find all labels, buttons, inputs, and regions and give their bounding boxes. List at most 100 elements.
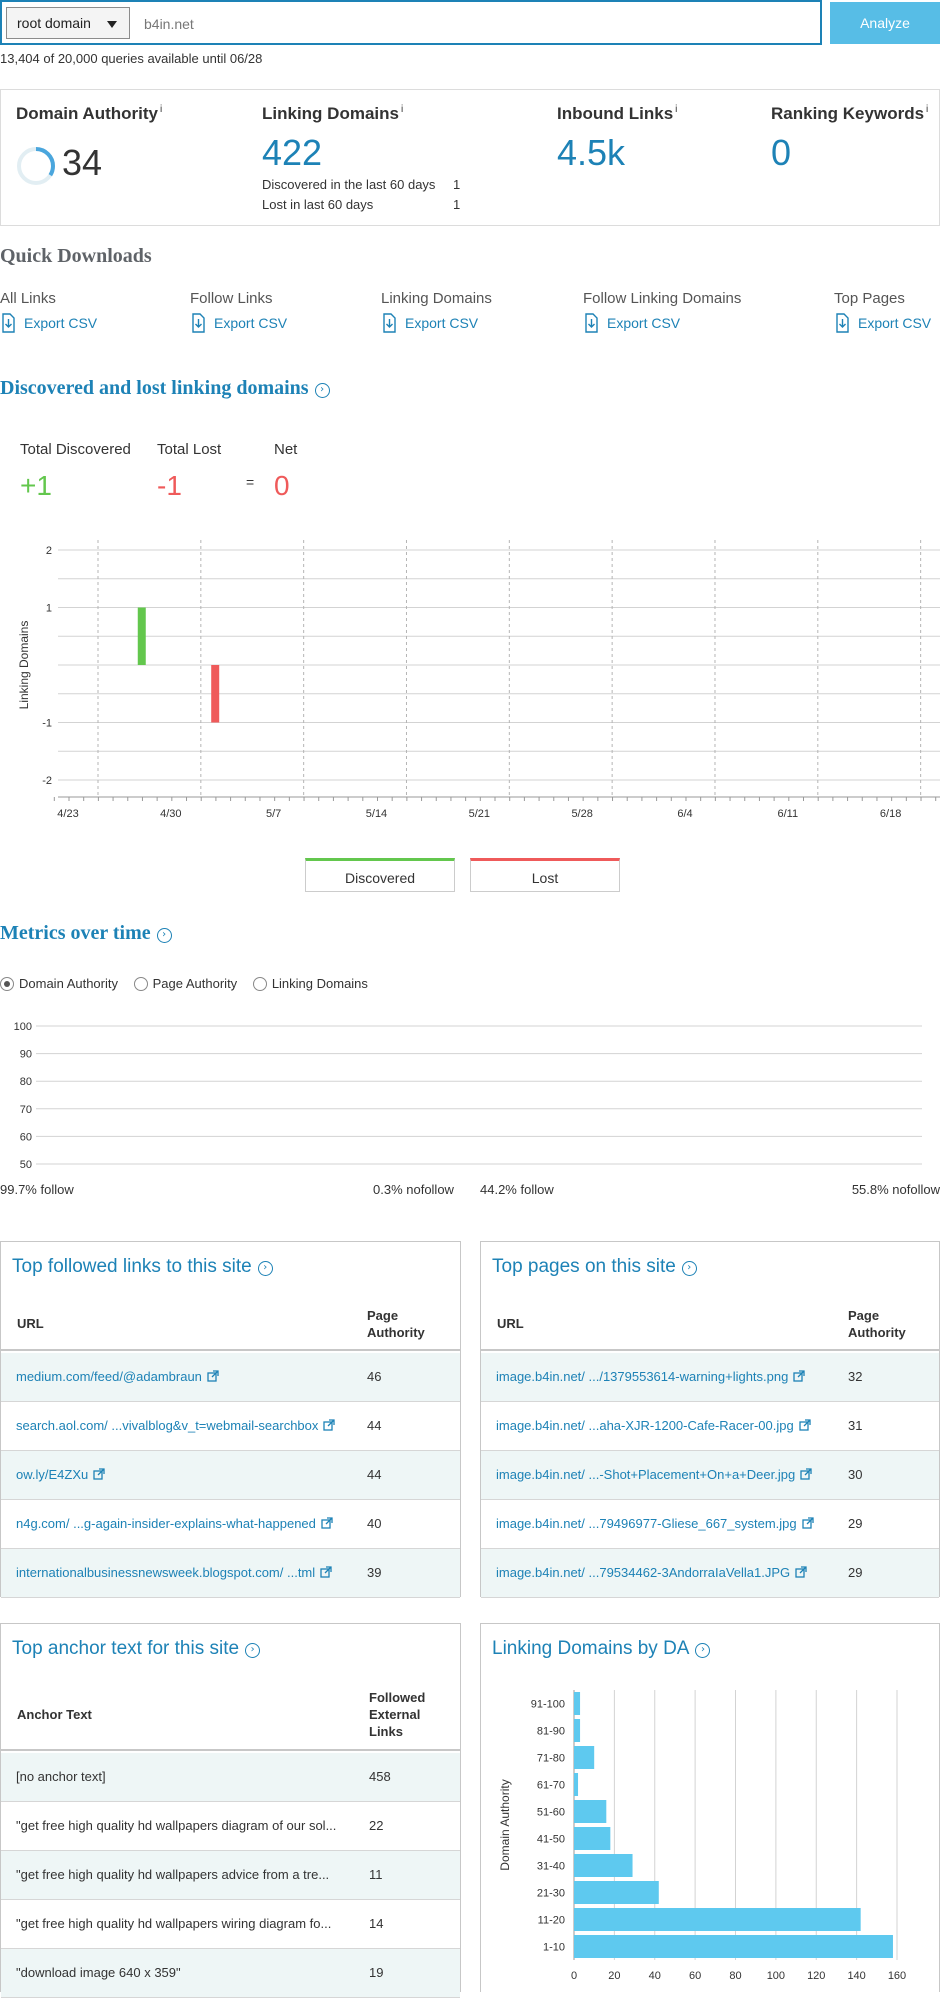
chevron-right-circle-icon: ›	[245, 1643, 261, 1658]
x-tick-label: 5/7	[266, 808, 281, 820]
value-cell: 46	[367, 1369, 382, 1384]
export-csv-label: Export CSV	[405, 315, 479, 331]
legend-discovered[interactable]: Discovered	[305, 858, 455, 892]
legend-lost[interactable]: Lost	[470, 858, 620, 892]
export-csv-link[interactable]: Export CSV	[190, 313, 287, 333]
top-followed-links-title[interactable]: Top followed links to this site ›	[12, 1256, 273, 1278]
export-csv-link[interactable]: Export CSV	[834, 313, 931, 333]
discovered-lost-title-text: Discovered and lost linking domains	[0, 377, 309, 399]
x-tick-label: 6/11	[778, 808, 799, 820]
url-link[interactable]: image.b4in.net/ ...79496977-Gliese_667_s…	[496, 1516, 814, 1532]
y-tick-label: 50	[20, 1159, 32, 1170]
col-anchor-text: Anchor Text	[17, 1707, 92, 1722]
anchor-text-cell: "download image 640 x 359"	[16, 1965, 181, 1980]
lost-60-value[interactable]: 1	[453, 197, 461, 212]
url-link[interactable]: image.b4in.net/ ...-Shot+Placement+On+a+…	[496, 1467, 812, 1483]
url-link[interactable]: search.aol.com/ ...vivalblog&v_t=webmail…	[16, 1418, 336, 1434]
analyze-button[interactable]: Analyze	[830, 2, 940, 44]
url-link[interactable]: image.b4in.net/ ...79534462-3AndorraIaVe…	[496, 1565, 807, 1581]
ranking-keywords-metric: Ranking Keywords i 0	[771, 104, 928, 174]
x-tick-label: 0	[571, 1970, 577, 1982]
category-label: 61-70	[537, 1780, 565, 1792]
export-csv-label: Export CSV	[858, 315, 932, 331]
radio-domain-authority[interactable]: Domain Authority	[0, 976, 118, 991]
info-icon[interactable]: i	[675, 104, 678, 116]
category-label: 31-40	[537, 1861, 565, 1873]
da-bar	[574, 1746, 595, 1769]
export-csv-link[interactable]: Export CSV	[583, 313, 741, 333]
radio-linking-domains[interactable]: Linking Domains	[252, 976, 368, 991]
url-link[interactable]: ow.ly/E4ZXu	[16, 1467, 105, 1483]
scope-select[interactable]: root domain	[6, 7, 130, 39]
inbound-links-metric: Inbound Links i 4.5k	[557, 104, 677, 174]
y-tick-label: 1	[46, 603, 52, 615]
metrics-over-time-title[interactable]: Metrics over time ›	[0, 922, 172, 945]
total-lost-label: Total Lost	[157, 441, 222, 458]
category-label: 41-50	[537, 1834, 565, 1846]
cell-text: "get free high quality hd wallpapers adv…	[16, 1867, 330, 1882]
value-cell: 40	[367, 1516, 382, 1531]
url-link[interactable]: n4g.com/ ...g-again-insider-explains-wha…	[16, 1516, 333, 1532]
discovered-60-value[interactable]: 1	[453, 177, 461, 192]
value-cell: 29	[848, 1516, 863, 1531]
table-row: n4g.com/ ...g-again-insider-explains-wha…	[1, 1500, 460, 1549]
info-icon[interactable]: i	[159, 104, 163, 116]
external-link-icon[interactable]	[795, 1566, 807, 1581]
url-link[interactable]: medium.com/feed/@adambraun	[16, 1369, 219, 1385]
top-pages-title[interactable]: Top pages on this site ›	[492, 1256, 697, 1278]
x-tick-label: 5/14	[366, 808, 387, 820]
radio-dot	[0, 977, 14, 991]
inbound-links-label: Inbound Links	[557, 104, 674, 123]
url-link[interactable]: image.b4in.net/ .../1379553614-warning+l…	[496, 1369, 806, 1385]
net-label: Net	[274, 441, 298, 458]
value-cell: 44	[367, 1418, 382, 1433]
da-ring-gauge	[17, 147, 55, 185]
da-bar	[574, 1692, 581, 1715]
radio-page-authority[interactable]: Page Authority	[133, 976, 237, 991]
da-bar	[574, 1719, 581, 1742]
domain-input[interactable]	[142, 11, 802, 37]
value-cell: 44	[367, 1467, 382, 1482]
external-link-icon[interactable]	[93, 1468, 105, 1483]
x-tick-label: 5/21	[469, 808, 490, 820]
export-csv-label: Export CSV	[214, 315, 288, 331]
table-row: search.aol.com/ ...vivalblog&v_t=webmail…	[1, 1402, 460, 1451]
info-icon[interactable]: i	[400, 104, 404, 116]
quick-download-item: Linking Domains Export CSV	[381, 290, 492, 333]
da-bar	[574, 1854, 633, 1877]
export-csv-link[interactable]: Export CSV	[0, 313, 97, 333]
scope-select-value: root domain	[17, 15, 91, 31]
external-link-icon[interactable]	[323, 1419, 336, 1434]
da-bar	[574, 1908, 861, 1931]
total-discovered-value: +1	[20, 470, 52, 501]
linking-domains-by-da-title[interactable]: Linking Domains by DA ›	[492, 1638, 711, 1660]
discovered-lost-title[interactable]: Discovered and lost linking domains ›	[0, 377, 330, 400]
table-row: "get free high quality hd wallpapers wir…	[1, 1900, 460, 1949]
export-csv-label: Export CSV	[607, 315, 681, 331]
y-tick-label: 80	[20, 1076, 32, 1088]
search-box: root domain	[0, 0, 822, 45]
external-link-icon[interactable]	[800, 1468, 812, 1483]
external-link-icon[interactable]	[320, 1566, 332, 1581]
x-tick-label: 20	[608, 1970, 620, 1982]
col-fel-3: Links	[369, 1724, 403, 1739]
external-link-icon[interactable]	[801, 1517, 814, 1532]
url-link[interactable]: image.b4in.net/ ...aha-XJR-1200-Cafe-Rac…	[496, 1418, 811, 1434]
top-anchor-text-title[interactable]: Top anchor text for this site ›	[12, 1638, 261, 1660]
quick-download-label: Follow Linking Domains	[583, 290, 742, 307]
download-file-icon	[583, 313, 607, 333]
export-csv-link[interactable]: Export CSV	[381, 313, 492, 333]
table-header: URL Page Authority	[1, 1296, 460, 1351]
linking-domains-metric: Linking Domains i 422	[262, 104, 403, 174]
external-link-icon[interactable]	[207, 1370, 219, 1385]
info-icon[interactable]: i	[926, 104, 929, 116]
value-cell: 458	[369, 1769, 391, 1784]
external-link-icon[interactable]	[321, 1517, 333, 1532]
x-tick-label: 4/30	[160, 808, 181, 820]
external-link-icon[interactable]	[799, 1419, 811, 1434]
download-file-icon	[834, 313, 858, 333]
y-tick-label: 60	[20, 1131, 32, 1143]
external-link-icon[interactable]	[793, 1370, 806, 1385]
url-link[interactable]: internationalbusinessnewsweek.blogspot.c…	[16, 1565, 332, 1581]
x-tick-label: 140	[847, 1970, 865, 1982]
